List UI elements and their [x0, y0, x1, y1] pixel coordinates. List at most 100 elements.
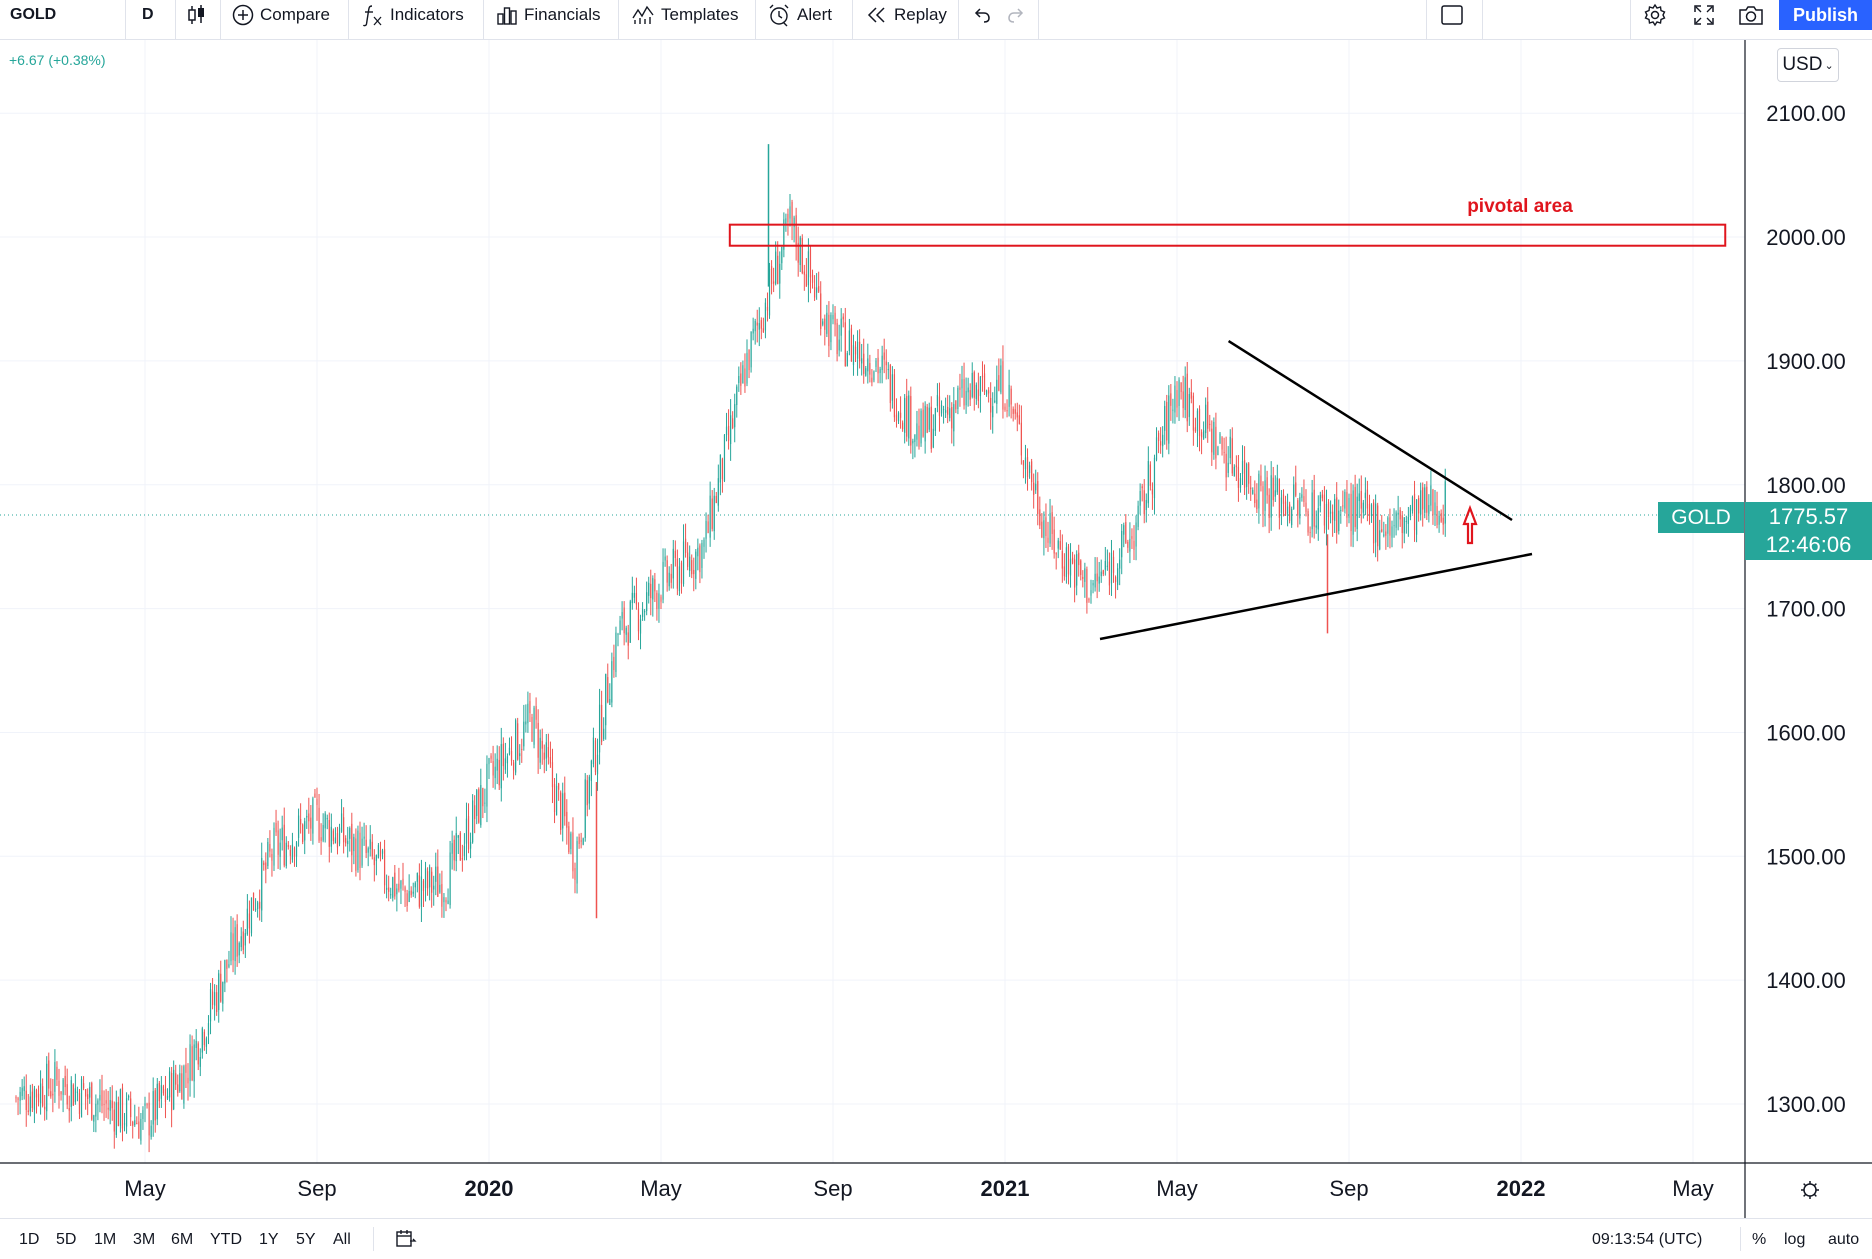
candle-body [336, 833, 339, 848]
range-1m[interactable]: 1M [94, 1231, 117, 1248]
candle-body [1329, 511, 1332, 514]
log-scale-toggle[interactable]: log [1784, 1231, 1806, 1248]
financials-button[interactable]: Financials [496, 0, 601, 30]
candle-body [1385, 531, 1387, 536]
candle-body [1375, 503, 1377, 543]
candle-body [1053, 529, 1055, 554]
range-5d[interactable]: 5D [56, 1231, 77, 1248]
candle-body [314, 793, 316, 797]
candle-body [1356, 496, 1358, 530]
candle-body [588, 776, 590, 804]
candle-body [82, 1083, 85, 1089]
candle-body [856, 341, 859, 359]
candle-body [240, 936, 242, 948]
candle-body [1250, 487, 1252, 490]
candle-body [742, 365, 744, 384]
candle-body [87, 1094, 89, 1099]
candle-body [142, 1110, 144, 1120]
candle-body [1370, 504, 1373, 517]
candle-body [42, 1086, 44, 1106]
candle-body [938, 396, 941, 416]
axis-settings-icon [1801, 1181, 1819, 1199]
candle-body [1284, 501, 1287, 516]
candle-body [828, 314, 830, 347]
settings-button[interactable] [1643, 0, 1667, 30]
compare-button[interactable]: Compare [232, 0, 330, 30]
candle-body [138, 1121, 140, 1139]
candle-body [250, 897, 253, 934]
candle-body [1270, 475, 1272, 518]
candle-body [797, 242, 799, 263]
candle-body [1215, 426, 1217, 459]
candle-body [27, 1110, 29, 1112]
range-all[interactable]: All [333, 1231, 351, 1248]
redo-button[interactable] [1006, 0, 1026, 30]
range-ytd[interactable]: YTD [210, 1231, 242, 1248]
range-1d[interactable]: 1D [19, 1231, 40, 1248]
candle-body [803, 271, 805, 275]
candle-body [558, 783, 560, 790]
toolbar-divider [618, 0, 619, 40]
fullscreen-button[interactable] [1693, 0, 1715, 30]
candle-body [601, 704, 603, 742]
candle-body [490, 755, 492, 759]
utc-clock[interactable]: 09:13:54 (UTC) [1592, 1231, 1703, 1248]
auto-scale-toggle[interactable]: auto [1828, 1231, 1860, 1248]
candle-body [969, 390, 971, 400]
candle-body [672, 548, 674, 579]
symbol-search[interactable]: GOLD [10, 6, 57, 23]
range-1y[interactable]: 1Y [259, 1231, 279, 1248]
snapshot-button[interactable] [1738, 0, 1764, 30]
candle-body [885, 361, 887, 366]
currency-dropdown[interactable]: USD ⌄ [1777, 48, 1839, 82]
candle-body [562, 793, 564, 829]
candle-body [476, 790, 478, 817]
indicators-button[interactable]: Indicators [362, 0, 464, 30]
candle-body [1043, 520, 1045, 539]
candle-body [1186, 373, 1188, 422]
candle-body [549, 756, 552, 764]
candle-body [1340, 510, 1342, 512]
price-chart[interactable]: pivotal area 1300.00 1400.00 1500.00 1600.0… [0, 0, 1872, 1218]
candle-body [734, 404, 736, 428]
candle-body [504, 758, 506, 770]
candle-body [1090, 590, 1092, 596]
candle-body [1338, 510, 1340, 532]
chart-type-button[interactable] [186, 0, 206, 30]
candle-body [35, 1090, 38, 1098]
range-3m[interactable]: 3M [133, 1231, 156, 1248]
candle-body [957, 387, 959, 410]
layout-button[interactable] [1440, 0, 1464, 30]
candle-body [596, 754, 599, 775]
candle-body [654, 579, 656, 592]
templates-button[interactable]: Templates [631, 0, 738, 30]
range-5y[interactable]: 5Y [296, 1231, 316, 1248]
candle-body [1057, 540, 1059, 549]
candle-body [824, 318, 826, 330]
candle-body [893, 374, 896, 418]
candle-body [187, 1077, 189, 1084]
percent-scale-toggle[interactable]: % [1752, 1231, 1767, 1248]
interval-button[interactable]: D [142, 6, 154, 23]
publish-button[interactable]: Publish [1779, 0, 1872, 30]
candle-body [1346, 492, 1348, 518]
replay-button[interactable]: Replay [866, 0, 947, 30]
candle-body [162, 1086, 165, 1094]
range-6m[interactable]: 6M [171, 1231, 194, 1248]
undo-button[interactable] [972, 0, 992, 30]
candle-body [1022, 460, 1025, 466]
candle-body [940, 404, 943, 414]
candle-body [257, 902, 259, 910]
go-to-date-button[interactable] [395, 1229, 417, 1254]
candle-body [148, 1102, 150, 1136]
candle-body [1246, 463, 1248, 487]
alert-button[interactable]: Alert [767, 0, 832, 30]
candle-body [1362, 502, 1364, 513]
candle-body [1323, 494, 1326, 526]
candle-body [934, 408, 936, 431]
candle-body [689, 556, 691, 571]
candle-body [971, 372, 973, 397]
candle-body [156, 1083, 158, 1120]
candle-body [1309, 532, 1311, 534]
candle-body [277, 830, 279, 855]
